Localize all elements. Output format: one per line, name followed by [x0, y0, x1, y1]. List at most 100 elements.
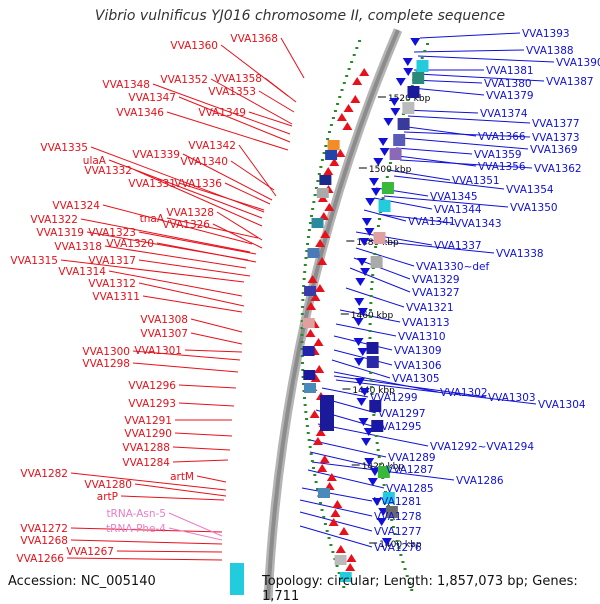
gene-label-left: VVA1307: [140, 328, 188, 340]
gene-label-right: VVA1338: [496, 248, 544, 260]
reverse-gene-arrow: [364, 458, 375, 466]
gene-label-right: VVA1380: [484, 78, 532, 90]
gene-label-left: VVA1266: [16, 553, 64, 565]
kbp-tick-label: 1460 kbp: [351, 311, 394, 321]
gene-label-right: VVA1313: [402, 317, 450, 329]
gene-label-left: VVA1308: [140, 314, 188, 326]
gene-label-left: tnaA: [140, 213, 165, 225]
forward-gene-arrow: [332, 500, 343, 508]
gene-block: [393, 134, 406, 146]
gene-block: [339, 572, 352, 582]
reverse-gene-arrow: [369, 468, 380, 476]
reverse-gene-arrow: [410, 38, 421, 46]
forward-gene-arrow: [317, 464, 328, 472]
gene-block: [366, 356, 379, 368]
reverse-gene-arrow: [403, 68, 414, 76]
forward-gene-arrow: [324, 203, 335, 211]
gene-block: [316, 188, 329, 198]
map-title: Vibrio vulnificus YJ016 chromosome II, c…: [94, 8, 506, 24]
gene-block: [318, 488, 331, 498]
gene-label-left: VVA1268: [20, 535, 68, 547]
gene-label-left: VVA1358: [214, 73, 262, 85]
gene-label-left: VVA1323: [88, 227, 136, 239]
gene-block: [412, 72, 425, 84]
gene-label-left: VVA1335: [40, 142, 88, 154]
gene-label-right: VVA1373: [532, 132, 580, 144]
reverse-gene-arrow: [378, 508, 389, 516]
reverse-gene-arrow: [378, 138, 389, 146]
gene-block: [303, 370, 316, 380]
forward-gene-arrow: [312, 437, 323, 445]
reverse-gene-arrow: [358, 418, 369, 426]
reverse-gene-arrow: [389, 98, 400, 106]
reverse-gene-arrow: [356, 398, 367, 406]
gene-label-left: VVA1336: [174, 178, 222, 190]
gene-label-right: VVA1286: [456, 475, 504, 487]
gene-label-right: VVA1281: [374, 496, 422, 508]
gene-block: [302, 318, 315, 328]
gene-label-left: VVA1291: [124, 415, 172, 427]
gene-label-right: VVA1377: [532, 118, 580, 130]
gene-block: [304, 286, 317, 296]
reverse-gene-arrow: [353, 358, 364, 366]
forward-gene-arrow: [319, 455, 330, 463]
gene-label-right: VVA1299: [370, 392, 418, 404]
gene-label-left: VVA1290: [124, 428, 172, 440]
gene-labels: VVA1368VVA1360VVA1358VVA1352VVA1348VVA13…: [10, 28, 600, 565]
reverse-gene-arrow: [357, 308, 368, 316]
gene-block: [377, 466, 390, 478]
accession-text: Accession: NC_005140: [8, 574, 156, 589]
forward-gene-arrow: [335, 149, 346, 157]
gene-block: [304, 383, 317, 393]
forward-gene-arrow: [313, 338, 324, 346]
gene-label-right: VVA1292~VVA1294: [430, 441, 534, 453]
reverse-gene-arrow: [376, 518, 387, 526]
forward-gene-arrow: [338, 527, 349, 535]
forward-gene-arrow: [328, 518, 339, 526]
gene-label-right: VVA1321: [406, 302, 454, 314]
gene-features: [230, 38, 430, 595]
gene-label-right: VVA1387: [546, 76, 594, 88]
gene-block: [325, 150, 338, 160]
gene-label-right: VVA1304: [538, 399, 586, 411]
forward-gene-arrow: [305, 329, 316, 337]
gene-label-right: VVA1295: [374, 421, 422, 433]
reverse-gene-arrow: [361, 218, 372, 226]
gene-label-left: VVA1328: [166, 207, 214, 219]
forward-gene-arrow: [307, 275, 318, 283]
gene-label-right: VVA1310: [398, 331, 446, 343]
reverse-gene-arrow: [390, 108, 401, 116]
gene-block: [307, 248, 320, 258]
gene-label-right: VVA1344: [434, 204, 482, 216]
gene-label-left: VVA1331: [128, 178, 176, 190]
forward-gene-arrow: [329, 158, 340, 166]
reverse-gene-arrow: [383, 118, 394, 126]
gene-block: [402, 102, 415, 114]
reverse-gene-arrow: [361, 438, 372, 446]
gene-block: [302, 346, 315, 356]
gene-label-right: VVA1302: [440, 387, 488, 399]
gene-label-right: VVA1390: [556, 57, 600, 69]
reverse-gene-arrow: [402, 58, 413, 66]
gene-label-left: VVA1293: [128, 398, 176, 410]
reverse-gene-arrow: [365, 198, 376, 206]
reverse-gene-arrow: [354, 298, 365, 306]
gene-label-left: VVA1368: [230, 33, 278, 45]
gene-label-right: VVA1381: [486, 65, 534, 77]
gene-label-right: VVA1330~def: [416, 261, 490, 273]
gene-block: [389, 148, 402, 160]
gene-block: [371, 420, 384, 432]
gene-label-right: VVA1327: [412, 287, 460, 299]
gene-label-left: VVA1314: [58, 266, 106, 278]
forward-gene-arrow: [336, 113, 347, 121]
forward-gene-arrow: [310, 293, 321, 301]
reverse-gene-arrow: [363, 428, 374, 436]
gene-label-right: VVA1297: [378, 408, 426, 420]
gene-label-left: VVA1349: [198, 107, 246, 119]
reverse-gene-arrow: [370, 188, 381, 196]
gene-label-left: VVA1342: [188, 140, 236, 152]
gene-label-left: VVA1353: [208, 86, 256, 98]
reverse-gene-arrow: [381, 538, 392, 546]
gene-label-right: VVA1354: [506, 184, 554, 196]
